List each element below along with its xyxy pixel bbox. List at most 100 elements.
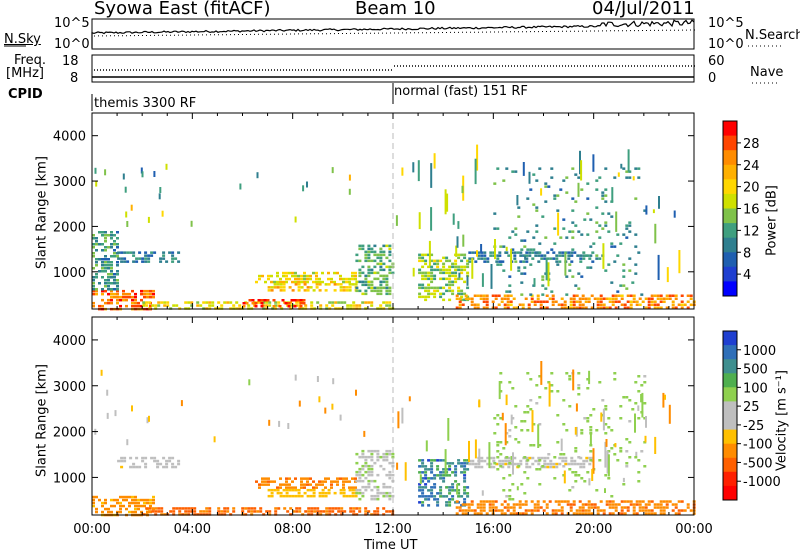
power-echo-cell	[367, 247, 371, 251]
power-echo-cell	[577, 230, 581, 233]
velocity-echo-cell	[300, 477, 303, 480]
power-echo-cell	[466, 265, 470, 269]
velocity-echo-cell	[640, 384, 644, 387]
power-echo-cell	[460, 271, 464, 275]
velocity-echo-cell	[463, 492, 467, 495]
power-echo-cell	[604, 188, 608, 191]
velocity-echo-cell	[576, 462, 580, 466]
velocity-echo-cell	[577, 372, 581, 375]
power-echo-cell	[515, 306, 519, 309]
velocity-echo-cell	[543, 465, 547, 469]
velocity-echo-cell	[628, 456, 632, 459]
power-echo-cell	[580, 233, 584, 236]
velocity-echo-cell	[128, 510, 131, 514]
power-echo-cell	[385, 280, 389, 284]
velocity-echo-cell	[146, 498, 149, 502]
velocity-echo-cell	[538, 396, 542, 399]
velocity-echo-cell	[134, 504, 137, 508]
power-echo-cell	[491, 300, 495, 303]
power-echo-cell	[567, 257, 571, 260]
velocity-echo-streak	[478, 400, 481, 408]
velocity-echo-cell	[641, 509, 645, 512]
power-echo-cell	[580, 188, 584, 191]
power-echo-streak	[632, 176, 635, 181]
velocity-echo-cell	[665, 503, 669, 506]
velocity-echo-cell	[107, 510, 110, 514]
velocity-echo-cell	[439, 495, 443, 498]
velocity-echo-streak	[588, 370, 591, 385]
power-echo-cell	[482, 297, 486, 300]
power-echo-cell	[358, 289, 362, 293]
velocity-echo-cell	[376, 449, 380, 453]
velocity-echo-cell	[500, 509, 504, 512]
velocity-echo-cell	[241, 507, 245, 510]
power-echo-cell	[92, 289, 95, 293]
velocity-echo-cell	[560, 509, 564, 512]
power-echo-cell	[552, 251, 556, 254]
velocity-echo-cell	[529, 444, 533, 447]
velocity-echo-streak	[635, 451, 638, 456]
power-echo-cell	[123, 251, 127, 254]
power-echo-cell	[361, 292, 365, 296]
velocity-echo-cell	[162, 456, 166, 460]
velocity-echo-cell	[566, 500, 570, 503]
power-echo-streak	[615, 211, 618, 232]
velocity-echo-cell	[324, 491, 328, 495]
velocity-echo-cell	[190, 507, 194, 510]
power-echo-cell	[138, 257, 142, 260]
velocity-echo-cell	[306, 488, 310, 492]
velocity-echo-cell	[529, 399, 533, 402]
velocity-echo-cell	[294, 477, 297, 480]
velocity-echo-cell	[310, 507, 314, 510]
velocity-echo-cell	[467, 509, 471, 512]
power-echo-cell	[508, 236, 512, 239]
power-echo-cell	[421, 271, 425, 275]
power-echo-cell	[364, 301, 368, 304]
power-echo-cell	[373, 265, 377, 269]
velocity-echo-cell	[367, 482, 371, 486]
velocity-echo-cell	[364, 470, 368, 474]
power-echo-cell	[632, 294, 636, 297]
power-echo-cell	[427, 295, 431, 299]
velocity-echo-cell	[348, 480, 351, 483]
velocity-echo-cell	[345, 477, 348, 480]
power-echo-cell	[562, 227, 566, 230]
velocity-echo-cell	[505, 432, 509, 435]
power-echo-cell	[92, 246, 95, 249]
power-echo-cell	[171, 251, 175, 254]
power-echo-cell	[550, 290, 554, 293]
power-echo-cell	[147, 260, 151, 263]
power-echo-cell	[316, 301, 320, 304]
velocity-echo-cell	[285, 477, 288, 480]
velocity-echo-cell	[279, 486, 282, 489]
power-echo-cell	[551, 294, 555, 297]
power-echo-cell	[116, 288, 119, 291]
velocity-echo-cell	[451, 498, 455, 501]
velocity-echo-cell	[177, 462, 181, 466]
power-echo-cell	[211, 301, 215, 304]
velocity-echo-cell	[288, 477, 291, 480]
velocity-echo-cell	[113, 498, 116, 502]
velocity-echo-cell	[144, 462, 148, 466]
velocity-echo-cell	[593, 506, 597, 509]
power-echo-cell	[242, 305, 246, 308]
power-echo-cell	[508, 284, 512, 287]
power-echo-cell	[439, 268, 443, 272]
velocity-echo-cell	[291, 494, 295, 498]
power-echo-cell	[272, 299, 276, 302]
velocity-echo-cell	[637, 459, 641, 462]
power-echo-cell	[519, 254, 523, 257]
velocity-colorbar-tick-label: -500	[743, 456, 773, 471]
power-echo-cell	[506, 297, 510, 300]
power-echo-cell	[421, 295, 425, 299]
velocity-echo-cell	[482, 509, 486, 512]
power-echo-cell	[168, 251, 172, 254]
velocity-echo-cell	[638, 500, 642, 503]
power-echo-dot	[348, 174, 351, 181]
power-echo-cell	[526, 248, 530, 251]
velocity-echo-streak	[510, 456, 513, 460]
velocity-echo-dot	[180, 400, 183, 407]
power-echo-streak	[461, 185, 464, 194]
power-echo-cell	[622, 269, 626, 272]
power-echo-cell	[468, 257, 472, 260]
